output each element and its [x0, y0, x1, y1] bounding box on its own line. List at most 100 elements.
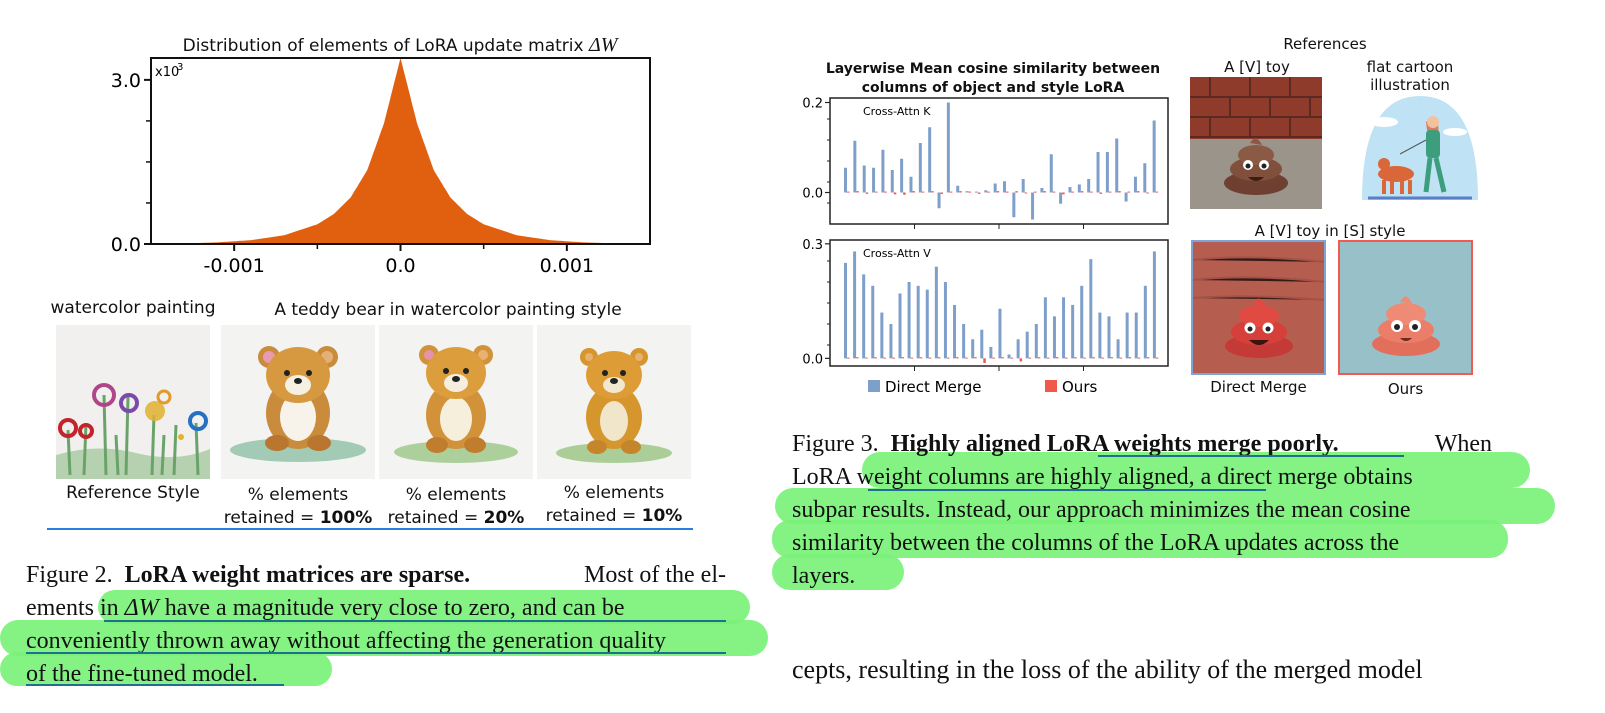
underline-fig3-1: [868, 489, 1266, 491]
bar-direct-merge: [1012, 192, 1016, 218]
cosine-bar-chart: Cross-Attn K 0.2 0.0 Cross-Attn V 0.3 0.0 Dire…: [802, 97, 1169, 396]
bar-direct-merge: [1152, 120, 1156, 193]
bar-ours: [1052, 191, 1056, 193]
reference-style-label: Reference Style: [66, 483, 200, 503]
bar-ours: [875, 191, 878, 193]
x-tick-label: -0.001: [204, 255, 265, 277]
bar-ours: [1136, 191, 1140, 193]
bar-ours: [903, 192, 906, 195]
highlight-fig2-2: [0, 620, 768, 656]
bar-ours: [1028, 357, 1032, 359]
legend-swatch: [1045, 380, 1057, 392]
bar-direct-merge: [1107, 316, 1111, 359]
bar-direct-merge: [844, 167, 847, 193]
highlight-fig2-3: [0, 652, 332, 686]
x-tick-label: 0.001: [540, 255, 594, 277]
legend-label: Direct Merge: [885, 378, 982, 396]
bar-ours: [983, 358, 986, 363]
bar-ours: [1010, 357, 1014, 359]
bar-y-tick-label: 0.3: [802, 238, 823, 253]
bar-direct-merge: [937, 192, 941, 209]
y-tick-label: 0.0: [111, 234, 141, 256]
underline-fig2-1: [104, 620, 726, 622]
bar-ours: [1083, 357, 1086, 359]
bar-direct-merge: [1116, 339, 1120, 359]
bar-ours: [910, 357, 914, 359]
bar-direct-merge: [900, 158, 904, 193]
bar-ours: [1019, 358, 1023, 362]
y-tick-label: 3.0: [111, 70, 141, 92]
cosine-chart-title: Layerwise Mean cosine similarity between…: [825, 61, 1161, 96]
bar-ours: [1015, 191, 1018, 193]
bar-direct-merge: [1115, 138, 1119, 193]
bar-direct-merge: [916, 285, 920, 359]
bar-ours: [968, 191, 972, 193]
bar-direct-merge: [862, 274, 866, 359]
style-label: watercolor painting: [50, 298, 216, 318]
bar-ours: [1128, 357, 1132, 359]
bar-direct-merge: [907, 282, 911, 359]
bar-ours: [847, 191, 850, 193]
bar-direct-merge: [1016, 339, 1020, 359]
bar-ours: [1046, 357, 1050, 359]
bar-direct-merge: [872, 167, 876, 193]
bar-ours: [919, 357, 923, 359]
figure2-caption-line4: of the fine-tuned model.: [26, 661, 258, 687]
bar-direct-merge: [1062, 297, 1066, 359]
bar-direct-merge: [984, 190, 988, 193]
bar-y-tick-label: 0.0: [802, 187, 823, 202]
bar-direct-merge: [880, 312, 884, 359]
bar-direct-merge: [890, 170, 894, 193]
panel-label: Cross-Attn K: [863, 105, 931, 118]
bar-direct-merge: [1080, 285, 1084, 359]
bar-direct-merge: [980, 329, 984, 359]
bar-direct-merge: [1143, 285, 1147, 359]
ours-label: Ours: [1387, 380, 1424, 398]
bar-ours: [977, 192, 981, 194]
bar-direct-merge: [1031, 192, 1035, 220]
bar-ours: [974, 357, 977, 359]
figure2-caption: Figure 2. LoRA weight matrices are spars…: [26, 559, 726, 691]
bar-direct-merge: [1124, 192, 1128, 202]
bar-ours: [931, 191, 934, 193]
underline-fig2-3: [26, 684, 284, 686]
bar-direct-merge: [898, 293, 902, 359]
bar-ours: [847, 357, 850, 359]
bar-direct-merge: [965, 191, 969, 193]
legend-swatch: [868, 380, 880, 392]
bar-ours: [1155, 357, 1159, 359]
histogram-title: Distribution of elements of LoRA update …: [182, 34, 618, 56]
underline-fig2-2: [26, 652, 726, 654]
bar-ours: [856, 357, 859, 359]
bar-ours: [937, 357, 941, 359]
retained-label-20: % elements retained = 20%: [387, 485, 525, 528]
reference-toy-image: [1190, 77, 1322, 209]
bar-direct-merge: [889, 324, 893, 359]
retained-label-100: % elements retained = 100%: [223, 485, 373, 528]
panel-label: Cross-Attn V: [863, 247, 931, 260]
bar-direct-merge: [1049, 154, 1053, 193]
bar-ours: [996, 191, 1000, 193]
bar-ours: [921, 191, 925, 193]
bar-ours: [946, 357, 950, 359]
bar-direct-merge: [853, 140, 857, 193]
bar-ours: [1043, 191, 1046, 193]
direct-merge-image: [1191, 240, 1326, 375]
bar-ours: [965, 357, 968, 359]
bar-direct-merge: [871, 285, 875, 359]
bar-ours: [883, 357, 886, 359]
bar-direct-merge: [1125, 312, 1129, 359]
bar-direct-merge: [853, 251, 857, 359]
bar-direct-merge: [1040, 188, 1044, 193]
bar-ours: [884, 191, 887, 193]
bar-direct-merge: [946, 102, 950, 193]
bar-ours: [1074, 357, 1077, 359]
figure3-caption-line3: subpar results. Instead, our approach mi…: [792, 497, 1411, 523]
bar-direct-merge: [962, 324, 966, 359]
bar-ours: [892, 357, 895, 359]
bar-direct-merge: [925, 289, 929, 359]
bar-direct-merge: [943, 282, 947, 359]
bar-direct-merge: [1105, 152, 1109, 193]
bar-ours: [893, 192, 897, 195]
bar-ours: [1146, 192, 1149, 194]
